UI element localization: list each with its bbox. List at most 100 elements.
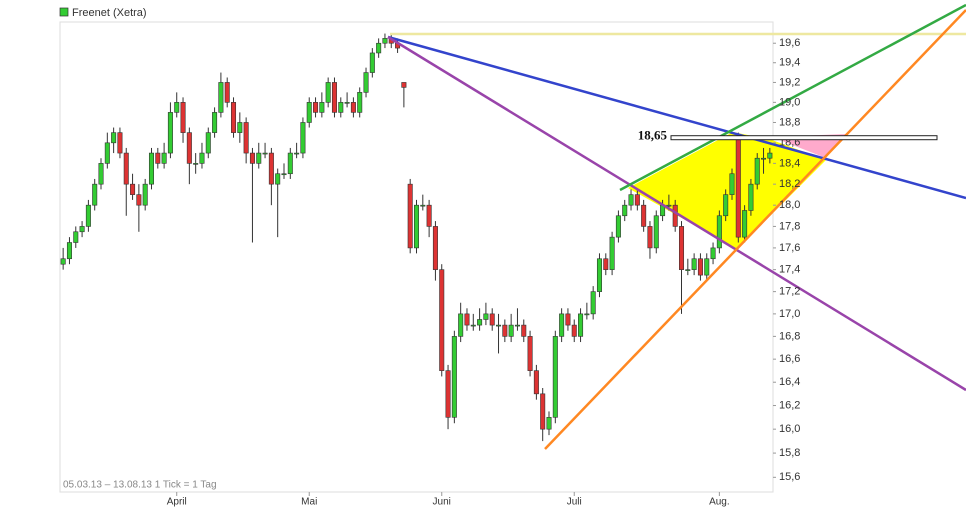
- x-tick-label: Juni: [433, 497, 451, 508]
- candle-body: [552, 336, 558, 418]
- candle-body: [451, 336, 457, 418]
- y-tick-label: 17,8: [779, 220, 800, 232]
- candle-body: [231, 102, 237, 133]
- candle-body: [464, 313, 470, 326]
- candle-body: [262, 152, 268, 155]
- triangle-fill: [628, 132, 826, 249]
- trend-lines: [387, 3, 966, 450]
- candle-body: [742, 210, 748, 238]
- candle-body: [117, 132, 123, 154]
- candle-body: [508, 324, 514, 337]
- candle-body: [426, 204, 432, 227]
- candle-body: [641, 204, 647, 227]
- candle-body: [73, 231, 79, 243]
- candle-body: [590, 291, 596, 315]
- y-tick-label: 16,2: [779, 399, 800, 411]
- candle-body: [748, 183, 754, 211]
- candle-body: [104, 142, 110, 164]
- candle-body: [502, 324, 508, 337]
- y-tick-label: 17,0: [779, 308, 800, 320]
- candle-body: [477, 319, 483, 326]
- candle-body: [142, 183, 148, 206]
- candle-body: [350, 102, 356, 113]
- candle-body: [98, 163, 104, 185]
- candle-body: [174, 102, 180, 113]
- y-tick-label: 18,2: [779, 178, 800, 190]
- candle-body: [325, 82, 331, 103]
- candle-body: [546, 417, 552, 430]
- candle-body: [716, 215, 722, 249]
- price-marker: [670, 135, 938, 141]
- candle-body: [559, 313, 565, 337]
- candle-body: [615, 215, 621, 238]
- candle-body: [313, 102, 319, 113]
- candle-body: [710, 247, 716, 260]
- y-tick-label: 19,0: [779, 96, 800, 108]
- candle-body: [338, 102, 344, 113]
- legend-label: Freenet (Xetra): [72, 7, 147, 19]
- candle-body: [401, 82, 407, 88]
- candle-body: [565, 313, 571, 326]
- candle-body: [407, 183, 413, 249]
- x-tick-label: Aug.: [709, 497, 730, 508]
- y-tick-label: 19,4: [779, 57, 800, 69]
- candle-body: [420, 204, 426, 207]
- candle-body: [666, 204, 672, 207]
- candle-body: [123, 152, 129, 185]
- candle-body: [540, 393, 546, 430]
- candle-body: [79, 226, 85, 233]
- candle-body: [445, 370, 451, 418]
- candle-body: [571, 324, 577, 337]
- candle-body: [672, 204, 678, 227]
- candle-body: [85, 204, 91, 227]
- y-tick-label: 19,6: [779, 37, 800, 49]
- y-tick-label: 18,8: [779, 116, 800, 128]
- candle-body: [218, 82, 224, 113]
- candle-body: [60, 258, 66, 265]
- y-tick-label: 17,4: [779, 264, 800, 276]
- candle-body: [584, 313, 590, 316]
- candle-body: [294, 152, 300, 155]
- candle-body: [369, 52, 375, 73]
- x-tick-label: Mai: [301, 497, 317, 508]
- candle-body: [376, 42, 382, 54]
- candle-body: [697, 258, 703, 276]
- candle-body: [527, 336, 533, 371]
- candle-body: [691, 258, 697, 270]
- price-label: 18,65: [638, 128, 668, 143]
- candle-body: [249, 152, 255, 164]
- candle-body: [439, 269, 445, 371]
- candle-body: [603, 258, 609, 270]
- candle-body: [130, 183, 136, 195]
- candle-body: [167, 112, 173, 154]
- candle-body: [609, 236, 615, 270]
- y-tick-label: 16,0: [779, 423, 800, 435]
- candle-body: [268, 152, 274, 185]
- x-tick-label: Juli: [567, 497, 582, 508]
- trend-line-blue: [387, 35, 966, 200]
- trend-line-green: [619, 3, 966, 192]
- candle-body: [723, 194, 729, 217]
- candle-body: [161, 152, 167, 164]
- candle-body: [300, 122, 306, 154]
- candle-body: [647, 226, 653, 249]
- candle-body: [363, 72, 369, 93]
- candle-body: [155, 152, 161, 164]
- candle-body: [186, 132, 192, 164]
- candle-body: [458, 313, 464, 337]
- candle-body: [533, 370, 539, 395]
- candle-body: [199, 152, 205, 164]
- candle-body: [287, 152, 293, 175]
- candle-body: [653, 215, 659, 249]
- candle-body: [66, 242, 72, 260]
- candle-body: [704, 258, 710, 276]
- y-tick-label: 17,2: [779, 286, 800, 298]
- candle-body: [344, 102, 350, 104]
- candle-body: [180, 102, 186, 133]
- candle-body: [754, 157, 760, 185]
- date-range: 05.03.13 – 13.08.13 1 Tick = 1 Tag: [63, 480, 217, 491]
- candle-body: [679, 226, 685, 270]
- candle-body: [521, 324, 527, 337]
- candle-body: [735, 137, 741, 238]
